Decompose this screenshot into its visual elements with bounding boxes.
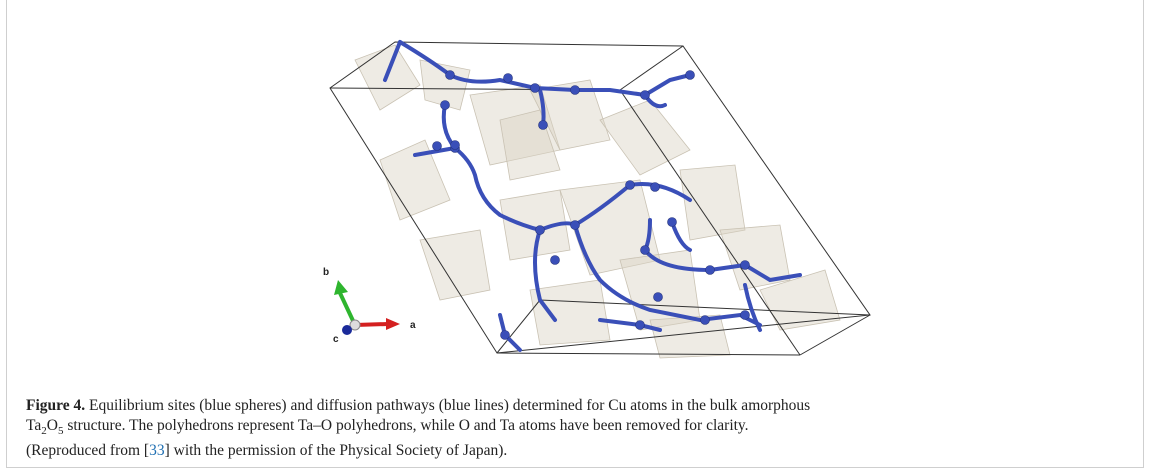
caption-text: Ta: [26, 417, 41, 434]
caption: Figure 4. Equilibrium sites (blue sphere…: [26, 396, 1116, 461]
caption-label: Figure 4.: [26, 397, 85, 414]
caption-text: O: [47, 417, 58, 434]
axis-label: b: [323, 267, 329, 278]
caption-text: (Reproduced from [: [26, 442, 149, 459]
axis-label: a: [410, 320, 416, 331]
caption-text: ] with the permission of the Physical So…: [165, 442, 508, 459]
caption-text: Equilibrium sites (blue spheres) and dif…: [85, 397, 810, 414]
caption-text: structure. The polyhedrons represent Ta–…: [63, 417, 748, 434]
reference-link[interactable]: 33: [149, 442, 165, 459]
axis-indicator: b a c: [323, 267, 416, 345]
page: b a c Figure 4. Equilibrium sites (blue …: [0, 0, 1152, 475]
figure-image: b a c: [0, 0, 1152, 380]
axis-label: c: [333, 334, 339, 345]
